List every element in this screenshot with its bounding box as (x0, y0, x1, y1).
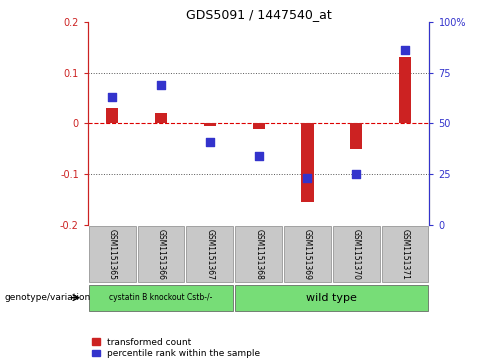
Text: GSM1151369: GSM1151369 (303, 229, 312, 280)
Point (157, 82, 165, 88)
Bar (89, 226, 136, 282)
Text: genotype/variation: genotype/variation (5, 293, 91, 302)
Bar (253, 123, 264, 129)
Text: wild type: wild type (306, 293, 357, 303)
Text: GSM1151368: GSM1151368 (254, 229, 263, 280)
Point (255, 153, 263, 159)
Bar (284, 226, 331, 282)
Bar (106, 108, 119, 123)
Point (352, 171, 360, 177)
Bar (399, 57, 411, 123)
Text: cystatin B knockout Cstb-/-: cystatin B knockout Cstb-/- (109, 293, 213, 302)
Title: GDS5091 / 1447540_at: GDS5091 / 1447540_at (186, 8, 331, 21)
Bar (235, 226, 282, 282)
Point (108, 94, 116, 100)
Bar (235, 285, 428, 311)
Bar (301, 123, 313, 202)
Text: GSM1151366: GSM1151366 (157, 229, 165, 280)
Text: GSM1151367: GSM1151367 (205, 229, 214, 280)
Text: GSM1151365: GSM1151365 (108, 229, 117, 280)
Bar (382, 226, 428, 282)
Bar (203, 123, 216, 126)
Point (206, 139, 214, 144)
Bar (333, 226, 380, 282)
Bar (89, 285, 233, 311)
Point (401, 47, 409, 53)
Point (304, 175, 311, 181)
Legend: transformed count, percentile rank within the sample: transformed count, percentile rank withi… (92, 338, 260, 359)
Bar (350, 123, 362, 149)
Bar (138, 226, 184, 282)
Text: GSM1151371: GSM1151371 (401, 229, 409, 280)
Bar (155, 113, 167, 123)
Bar (186, 226, 233, 282)
Text: GSM1151370: GSM1151370 (352, 229, 361, 280)
